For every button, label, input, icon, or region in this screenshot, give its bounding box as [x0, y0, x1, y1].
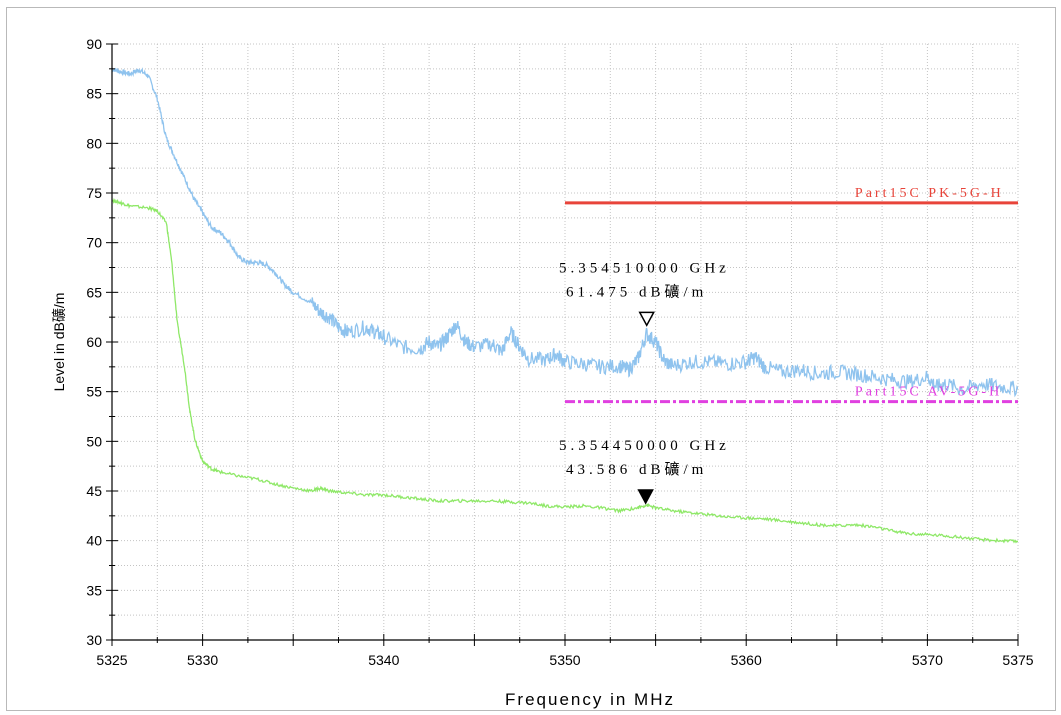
- limit-labels: Part15C PK-5G-H Part15C AV-5G-H: [855, 186, 1004, 400]
- y-tick-label: 35: [86, 582, 102, 598]
- marker-1-level: 61.475 dB礦/m: [566, 283, 707, 300]
- y-tick-label: 50: [86, 433, 102, 449]
- y-tick-labels: 30 35 40 45 50 55 60 65 70 75 80 85 90: [86, 36, 102, 648]
- y-tick-label: 60: [86, 334, 102, 350]
- series-line-2: [112, 197, 1018, 544]
- x-tick-label: 5340: [368, 652, 399, 668]
- marker-1: [638, 311, 655, 327]
- y-tick-label: 80: [86, 135, 102, 151]
- x-tick-label: 5325: [96, 652, 127, 668]
- y-tick-label: 85: [86, 86, 102, 102]
- x-tick-labels: 5325 5330 5340 5350 5360 5370 5375: [96, 652, 1033, 668]
- y-tick-label: 40: [86, 533, 102, 549]
- y-axis-label: Level in dB礦/m: [51, 293, 67, 392]
- y-tick-label: 30: [86, 632, 102, 648]
- x-tick-label: 5330: [187, 652, 218, 668]
- y-tick-label: 65: [86, 284, 102, 300]
- limit-lines: [565, 201, 1018, 404]
- marker-1-frequency: 5.354510000 GHz: [559, 260, 730, 276]
- x-tick-label: 5360: [731, 652, 762, 668]
- marker-2-frequency: 5.354450000 GHz: [559, 438, 730, 454]
- x-axis-label: Frequency in MHz: [505, 690, 675, 709]
- limit-label-1: Part15C PK-5G-H: [855, 186, 1004, 201]
- y-tick-label: 45: [86, 483, 102, 499]
- marker-2: [637, 489, 654, 505]
- markers: 5.354510000 GHz 61.475 dB礦/m 5.354450000 G…: [559, 260, 730, 505]
- marker-2-level: 43.586 dB礦/m: [566, 461, 707, 478]
- limit-label-2: Part15C AV-5G-H: [855, 385, 1002, 400]
- x-tick-label: 5370: [912, 652, 943, 668]
- grid: [111, 43, 1019, 641]
- data-series: [112, 67, 1018, 544]
- x-tick-label: 5375: [1002, 652, 1033, 668]
- axes: [106, 43, 1019, 646]
- y-tick-label: 75: [86, 185, 102, 201]
- y-tick-label: 90: [86, 36, 102, 52]
- y-tick-label: 55: [86, 384, 102, 400]
- series-line-1: [112, 67, 1018, 398]
- y-tick-label: 70: [86, 235, 102, 251]
- x-tick-label: 5350: [549, 652, 580, 668]
